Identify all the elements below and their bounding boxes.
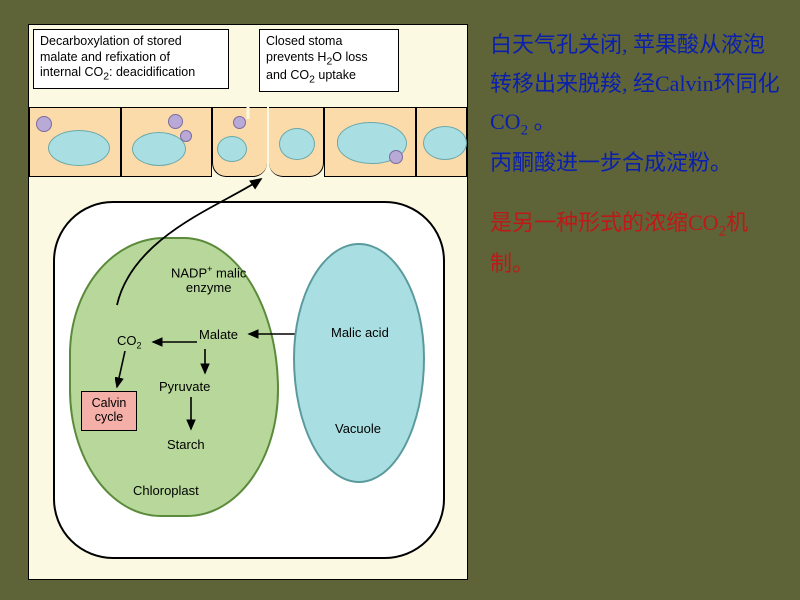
arrow-pyruvate-to-starch	[185, 397, 197, 435]
epidermal-cell	[416, 107, 467, 177]
callout-right-l2b: O loss	[332, 50, 367, 64]
side-p2: 丙酮酸进一步合成淀粉。	[490, 144, 786, 183]
label-co2: CO2	[117, 333, 142, 351]
callout-right-l1: Closed stoma	[266, 34, 342, 48]
label-malate: Malate	[199, 327, 238, 342]
label-starch: Starch	[167, 437, 205, 452]
guard-cell-left	[212, 107, 267, 177]
arrow-malate-to-co2	[149, 335, 201, 349]
guard-cell-right	[269, 107, 324, 177]
side-p3: 是另一种形式的浓缩CO2机制。	[490, 204, 786, 283]
side-text-block: 白天气孔关闭, 苹果酸从液泡转移出来脱羧, 经Calvin环同化 CO2 。 丙…	[490, 26, 786, 283]
callout-left-l3a: internal CO	[40, 65, 103, 79]
label-pyruvate: Pyruvate	[159, 379, 210, 394]
epidermal-cell	[29, 107, 121, 177]
callout-left-l3b: : deacidification	[109, 65, 195, 79]
side-p1: 白天气孔关闭, 苹果酸从液泡转移出来脱羧, 经Calvin环同化 CO2 。	[490, 26, 786, 144]
label-chloroplast: Chloroplast	[133, 483, 199, 498]
callout-right-l2a: prevents H	[266, 50, 326, 64]
callout-right-l3a: and CO	[266, 68, 309, 82]
arrow-co2-to-stoma	[113, 175, 273, 315]
callout-decarboxylation: Decarboxylation of stored malate and ref…	[33, 29, 229, 89]
callout-right-l3b: uptake	[315, 68, 356, 82]
epidermal-cell	[121, 107, 213, 177]
label-vacuole: Vacuole	[335, 421, 381, 436]
callout-left-l1: Decarboxylation of stored	[40, 34, 182, 48]
vacuole: Malic acid Vacuole	[293, 243, 425, 483]
calvin-l2: cycle	[95, 410, 123, 424]
arrow-malate-to-pyruvate	[199, 349, 211, 379]
arrow-co2-to-calvin	[115, 351, 129, 391]
label-malic-acid: Malic acid	[331, 325, 389, 340]
stoma-closed-icon	[247, 107, 250, 119]
epidermal-cell	[324, 107, 416, 177]
callout-left-l2: malate and refixation of	[40, 50, 170, 64]
calvin-cycle-box: Calvin cycle	[81, 391, 137, 431]
calvin-l1: Calvin	[92, 396, 127, 410]
diagram-panel: Decarboxylation of stored malate and ref…	[28, 24, 468, 580]
callout-closed-stoma: Closed stoma prevents H2O loss and CO2 u…	[259, 29, 399, 92]
